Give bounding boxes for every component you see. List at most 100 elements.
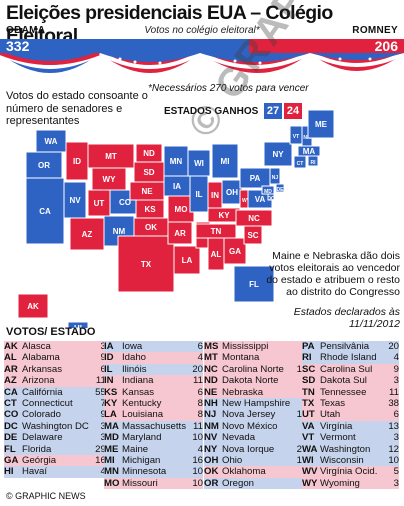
state-ny [263, 141, 293, 167]
state-label-ut: UT [94, 199, 105, 208]
state-votes: 3 [382, 477, 399, 490]
state-abbr: MA [104, 420, 122, 433]
state-votes: 16 [88, 455, 106, 467]
table-row: ALAlabama9 [4, 352, 106, 364]
state-votes: 55 [88, 386, 106, 399]
state-votes: 6 [88, 363, 106, 376]
state-abbr: MS [204, 341, 222, 353]
table-row: KS Kansas 6 [104, 386, 203, 399]
state-abbr: MI [104, 455, 122, 467]
table-row: TN Tennessee 11 [302, 386, 399, 399]
state-name: Oklahoma [222, 466, 291, 478]
state-name: Arizona [22, 375, 89, 387]
state-name: Vermont [320, 432, 382, 444]
state-name: Carolina Norte [222, 363, 291, 376]
state-abbr: OR [204, 477, 222, 490]
state-abbr: CA [4, 386, 22, 399]
state-name: Louisiana [122, 409, 186, 421]
state-votes: 10 [186, 477, 203, 490]
state-name: Texas [320, 398, 382, 410]
state-label-wy: WY [103, 175, 117, 184]
state-name: Michigan [122, 455, 186, 467]
state-name: Tennessee [320, 386, 382, 399]
state-name: Indiana [122, 375, 186, 387]
state-name: Maryland [122, 432, 186, 444]
state-votes: 11 [88, 375, 106, 387]
state-votes: 20 [186, 363, 203, 376]
state-abbr: NH [204, 398, 222, 410]
state-name: Carolina Sul [320, 363, 382, 376]
state-hi [67, 321, 89, 328]
table-row: MD Maryland 10 [104, 432, 203, 444]
state-name: Florida [22, 443, 89, 456]
state-abbr: AL [4, 352, 22, 364]
table-row: DEDelaware3 [4, 432, 106, 444]
state-name: New Hampshire [222, 398, 291, 410]
state-abbr: VA [302, 420, 320, 433]
state-name: Massachusetts [122, 420, 186, 433]
state-abbr: MD [104, 432, 122, 444]
state-label-la: LA [182, 256, 193, 265]
state-tiles: WA OR CA NV ID MT WY UT AZ CO NM ND SD NE KS OK TX MN IA MO… [17, 109, 335, 328]
state-abbr: LA [104, 409, 122, 421]
state-tx [117, 235, 175, 293]
state-label-al: AL [211, 250, 222, 259]
state-abbr: AK [4, 341, 22, 353]
romney-votes: 206 [374, 38, 398, 54]
state-label-fl: FL [249, 280, 259, 289]
state-label-mt: MT [105, 152, 117, 161]
state-votes: 4 [88, 466, 106, 478]
state-label-ky: KY [218, 211, 230, 220]
state-az [69, 217, 105, 251]
table-row: AKAlasca3 [4, 341, 106, 353]
state-votes: 9 [382, 363, 399, 376]
state-label-ny: NY [272, 150, 284, 159]
state-label-nd: ND [143, 149, 155, 158]
state-name: Oregon [222, 477, 291, 490]
state-me [307, 109, 335, 139]
state-name: Maine [122, 443, 186, 456]
state-name: Rhode Island [320, 352, 382, 364]
state-votes: 11 [186, 375, 203, 387]
state-abbr: NE [204, 386, 222, 399]
table-row: WA Washington 12 [302, 443, 399, 456]
state-abbr: NC [204, 363, 222, 376]
table-row: VT Vermont 3 [302, 432, 399, 444]
state-name: Washington DC [22, 420, 89, 433]
state-fl [233, 265, 275, 303]
state-abbr: ND [204, 375, 222, 387]
state-label-dc: DC [267, 196, 275, 202]
table-row: SC Carolina Sul 9 [302, 363, 399, 376]
state-ar [167, 221, 193, 245]
state-votes: 10 [186, 432, 203, 444]
state-name: Utah [320, 409, 382, 421]
state-label-va: VA [255, 195, 266, 204]
state-name: Dakota Norte [222, 375, 291, 387]
table-row: NENebraska5 [204, 386, 308, 399]
table-row: ARArkansas6 [4, 363, 106, 376]
state-abbr: OH [204, 455, 222, 467]
state-abbr: SD [302, 375, 320, 387]
table-row: MO Missouri 10 [104, 477, 203, 490]
state-name: Ilinóis [122, 363, 186, 376]
romney-label: ROMNEY [352, 25, 398, 36]
table-row: OKOklahoma7 [204, 466, 308, 478]
state-votes: 4 [382, 352, 399, 364]
state-label-nv: NV [69, 196, 81, 205]
state-abbr: WA [302, 443, 320, 456]
state-name: Nova Jersey [222, 409, 291, 421]
state-votes: 3 [88, 341, 106, 353]
state-label-nh: NH [303, 135, 311, 141]
state-name: Nebraska [222, 386, 291, 399]
state-name: Montana [222, 352, 291, 364]
state-ga [223, 237, 247, 265]
state-name: Dakota Sul [320, 375, 382, 387]
state-name: Novo México [222, 420, 291, 433]
state-votes: 10 [186, 466, 203, 478]
state-name: Pensilvânia [320, 341, 382, 353]
state-abbr: ID [104, 352, 122, 364]
bunting-decoration [0, 53, 404, 73]
